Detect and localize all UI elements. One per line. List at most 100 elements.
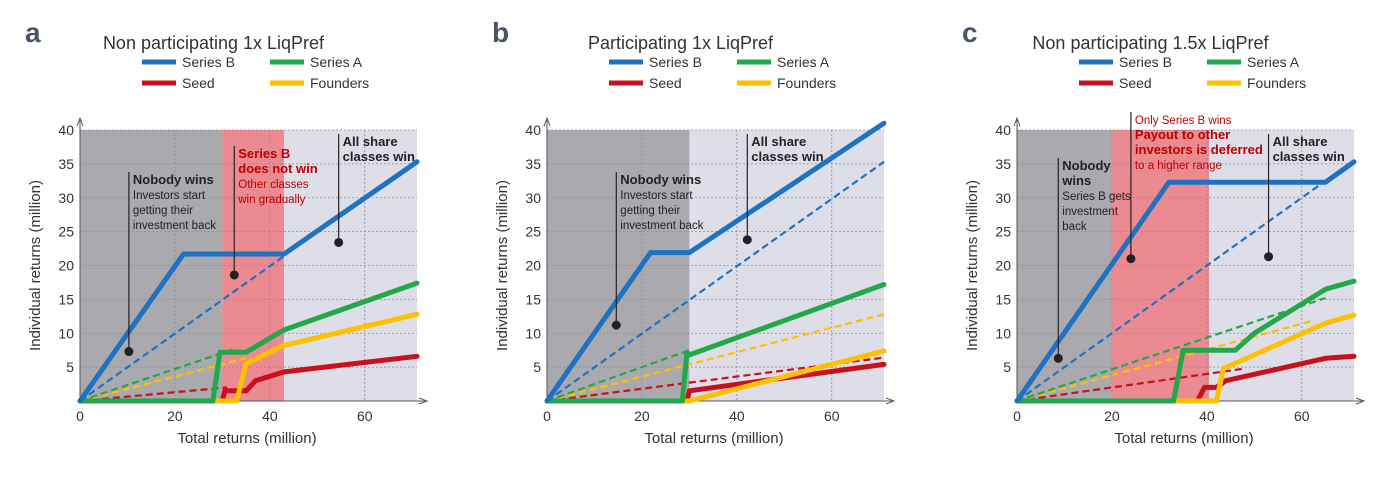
annotation-text: investment — [1062, 206, 1118, 218]
annotation-dot — [742, 235, 752, 245]
y-axis-label: Individual returns (million) — [27, 180, 44, 351]
x-tick-label: 60 — [1294, 408, 1310, 424]
x-tick-label: 40 — [262, 408, 278, 424]
y-tick-label: 30 — [525, 190, 541, 206]
annotation-dot — [1126, 254, 1136, 264]
annotation-text: All share — [1273, 134, 1328, 149]
series-line-founders-dashed — [79, 355, 252, 403]
annotation-text: investment back — [620, 220, 703, 232]
annotation-text: Nobody wins — [620, 172, 701, 187]
legend-label: Founders — [777, 75, 836, 91]
series-line-series_b-dashed — [79, 255, 285, 402]
x-tick-label: 60 — [357, 408, 373, 424]
annotation-text: getting their — [620, 205, 680, 217]
annotation-text: Payout to other — [1135, 127, 1230, 142]
y-tick-label: 10 — [995, 325, 1011, 341]
y-tick-label: 25 — [525, 224, 541, 240]
x-tick-label: 40 — [1199, 408, 1215, 424]
x-axis-arrow — [418, 397, 429, 405]
y-tick-label: 5 — [1003, 359, 1011, 375]
annotation-text: Series B gets — [1062, 191, 1131, 203]
legend-label: Seed — [182, 75, 215, 91]
y-tick-label: 40 — [58, 122, 74, 138]
series-line-seed-dashed — [546, 356, 885, 403]
x-tick-label: 20 — [634, 408, 650, 424]
legend-label: Series B — [649, 54, 702, 70]
x-tick-label: 0 — [543, 408, 551, 424]
y-tick-label: 35 — [995, 156, 1011, 172]
y-tick-label: 35 — [58, 156, 74, 172]
y-tick-label: 20 — [525, 258, 541, 274]
x-tick-label: 0 — [1013, 408, 1021, 424]
series-line-series_a-dashed — [79, 347, 237, 403]
annotation-text: Nobody wins — [133, 172, 214, 187]
annotation-text: Other classes — [238, 179, 309, 191]
annotation-text: All share — [343, 134, 398, 149]
legend-label: Series A — [1247, 54, 1300, 70]
annotation-text: classes win — [1273, 149, 1345, 164]
y-axis-label: Individual returns (million) — [964, 180, 981, 351]
y-tick-label: 5 — [533, 359, 541, 375]
panel-letter: c — [962, 17, 978, 48]
y-tick-label: 15 — [58, 291, 74, 307]
band-dark — [1017, 130, 1112, 401]
annotation-dot — [124, 347, 134, 357]
x-axis-arrow — [885, 397, 896, 405]
chart-title: Non participating 1.5x LiqPref — [1032, 33, 1269, 53]
series-line-series_b-solid — [1014, 159, 1357, 404]
legend-label: Seed — [649, 75, 682, 91]
panel-letter: b — [492, 17, 509, 48]
x-tick-label: 0 — [76, 408, 84, 424]
annotation-dot — [1264, 252, 1274, 262]
y-tick-label: 15 — [995, 291, 1011, 307]
annotation-text: Investors start — [133, 190, 206, 202]
x-tick-label: 20 — [167, 408, 183, 424]
band-dark — [80, 130, 223, 401]
chart-title: Participating 1x LiqPref — [588, 33, 774, 53]
x-axis-arrow — [1355, 397, 1366, 405]
annotation-text: investment back — [133, 220, 216, 232]
y-axis-arrow — [1013, 116, 1021, 127]
annotation-text: back — [1062, 221, 1087, 233]
y-tick-label: 40 — [995, 122, 1011, 138]
y-axis-arrow — [76, 116, 84, 127]
annotation-text: wins — [1061, 173, 1091, 188]
x-axis-label: Total returns (million) — [1114, 430, 1253, 447]
annotation-text: getting their — [133, 205, 193, 217]
annotation-dot — [334, 237, 344, 247]
annotation-text: does not win — [238, 161, 318, 176]
x-tick-label: 60 — [824, 408, 840, 424]
annotation-text: investors is deferred — [1135, 142, 1263, 157]
annotation-dot — [229, 270, 239, 280]
legend-label: Founders — [310, 75, 369, 91]
annotation-text: Only Series B wins — [1135, 115, 1232, 127]
y-tick-label: 10 — [58, 325, 74, 341]
series-line-series_a-dashed — [546, 349, 690, 403]
legend-label: Seed — [1119, 75, 1152, 91]
y-tick-label: 10 — [525, 325, 541, 341]
legend-label: Series B — [182, 54, 235, 70]
series-line-series_a-solid — [77, 280, 420, 404]
annotation-text: Nobody — [1062, 158, 1111, 173]
y-tick-label: 25 — [995, 224, 1011, 240]
y-tick-label: 35 — [525, 156, 541, 172]
annotation-text: Series B — [238, 146, 290, 161]
annotation-text: to a higher range — [1135, 160, 1222, 172]
series-line-series_b-solid — [544, 120, 887, 404]
annotation-text: classes win — [343, 149, 415, 164]
y-tick-label: 30 — [58, 190, 74, 206]
annotation-text: classes win — [751, 149, 823, 164]
x-tick-label: 20 — [1104, 408, 1120, 424]
legend-label: Series B — [1119, 54, 1172, 70]
series-line-series_a-solid — [544, 282, 887, 404]
x-axis-label: Total returns (million) — [177, 430, 316, 447]
x-axis-label: Total returns (million) — [644, 430, 783, 447]
annotation-dot — [1053, 353, 1063, 363]
series-line-seed-dashed — [1016, 367, 1245, 403]
y-tick-label: 30 — [995, 190, 1011, 206]
y-tick-label: 25 — [58, 224, 74, 240]
